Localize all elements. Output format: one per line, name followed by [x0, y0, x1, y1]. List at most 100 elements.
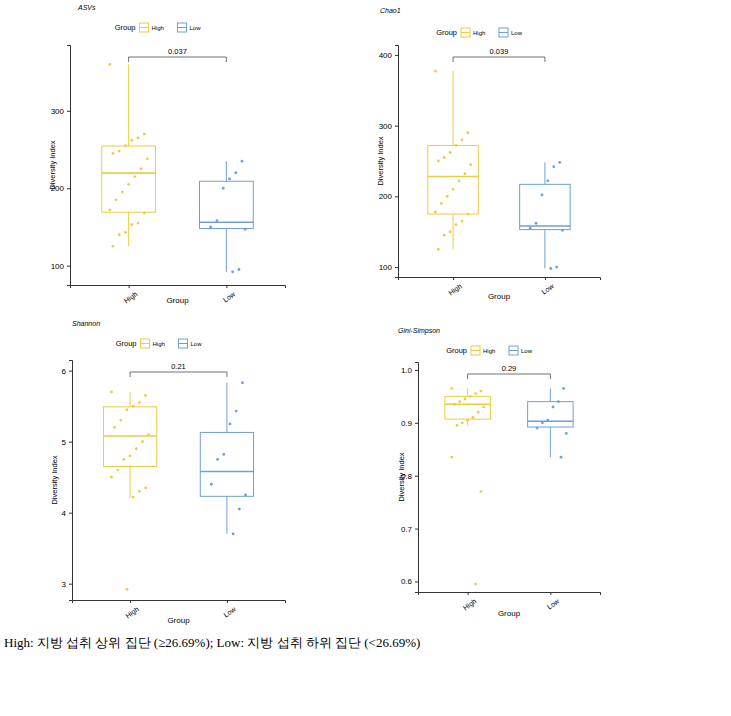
- point: [552, 406, 555, 409]
- plot-area: 3456HighLow0.21: [62, 361, 286, 621]
- y-tick: 4: [62, 509, 72, 518]
- y-tick: 0.6: [401, 577, 418, 586]
- x-tick-label: High: [447, 282, 463, 297]
- x-tick-label: High: [462, 597, 478, 612]
- legend-label: High: [153, 341, 165, 347]
- significance-bracket: 0.037: [129, 47, 227, 62]
- point: [140, 167, 143, 170]
- point: [466, 131, 469, 134]
- marks: [102, 63, 253, 273]
- x-tick-mark: [227, 600, 228, 603]
- point: [461, 421, 464, 424]
- point: [110, 476, 113, 479]
- point: [222, 187, 225, 190]
- x-tick: High: [447, 277, 463, 297]
- box-group: [445, 387, 491, 585]
- x-axis-line: [73, 601, 286, 604]
- median: [200, 471, 253, 473]
- x-tick: Low: [222, 600, 237, 619]
- chart-title: ASVs: [77, 4, 96, 11]
- y-tick-mark: [415, 476, 418, 477]
- point: [464, 398, 467, 401]
- point: [453, 403, 456, 406]
- point: [124, 144, 127, 147]
- x-tick-mark: [453, 277, 454, 280]
- x-tick: High: [123, 285, 139, 305]
- legend-key: [178, 23, 187, 32]
- y-tick: 100: [51, 262, 70, 271]
- x-tick-mark: [545, 277, 546, 280]
- legend-title: Group: [115, 23, 136, 32]
- legend-title: Group: [116, 339, 137, 348]
- y-tick-label: 1.0: [401, 366, 413, 375]
- point: [463, 172, 466, 175]
- box: [520, 184, 571, 229]
- point: [552, 165, 555, 168]
- point: [437, 248, 440, 251]
- legend-key-median: [179, 343, 188, 344]
- point: [437, 160, 440, 163]
- point: [138, 401, 141, 404]
- x-axis-title: Group: [166, 296, 189, 305]
- y-tick-label: 6: [62, 367, 67, 376]
- y-tick-mark: [415, 581, 418, 582]
- y-tick: 300: [379, 122, 398, 131]
- y-tick-label: 300: [51, 107, 65, 116]
- point: [452, 188, 455, 191]
- point: [238, 268, 241, 271]
- legend-label: Low: [511, 30, 523, 36]
- y-axis-title: Diversity Index: [50, 455, 59, 504]
- box: [199, 181, 253, 228]
- box-group: [520, 161, 571, 270]
- point: [558, 161, 561, 164]
- panel: 3456HighLow0.21ShannonGroupDiversity Ind…: [50, 320, 286, 625]
- point: [235, 410, 238, 413]
- point: [529, 227, 532, 230]
- point: [116, 469, 119, 472]
- bracket-line: [129, 57, 227, 62]
- point: [443, 234, 446, 237]
- legend-label: Low: [191, 341, 203, 347]
- x-axis-line: [419, 593, 601, 596]
- x-axis-line: [71, 286, 286, 289]
- point: [546, 179, 549, 182]
- point: [480, 490, 483, 493]
- legend-key: [179, 339, 188, 348]
- y-tick-label: 100: [51, 262, 65, 271]
- point: [472, 416, 475, 419]
- legend-title: Group: [446, 346, 467, 355]
- point: [469, 395, 472, 398]
- point: [119, 419, 122, 422]
- y-tick-mark: [395, 126, 398, 127]
- legend-label: Low: [521, 348, 533, 354]
- box-group: [200, 381, 253, 535]
- point: [129, 454, 132, 457]
- point: [461, 138, 464, 141]
- y-tick-mark: [415, 370, 418, 371]
- legend-key-median: [499, 32, 508, 33]
- median: [445, 403, 491, 405]
- y-tick-label: 0.7: [401, 525, 413, 534]
- point: [477, 411, 480, 414]
- point: [209, 226, 212, 229]
- box: [103, 407, 156, 467]
- legend: GroupHighLow: [115, 23, 202, 32]
- point: [458, 400, 461, 403]
- x-tick: Low: [546, 592, 561, 611]
- box: [200, 432, 253, 496]
- point: [461, 220, 464, 223]
- point: [455, 144, 458, 147]
- y-tick-label: 200: [379, 192, 393, 201]
- point: [557, 400, 560, 403]
- y-axis-title: Diversity Index: [48, 140, 57, 189]
- y-tick-label: 0.9: [401, 419, 413, 428]
- x-tick-mark: [468, 592, 469, 595]
- legend-item: High: [471, 346, 495, 355]
- legend-key: [509, 346, 518, 355]
- x-tick: Low: [540, 277, 555, 296]
- point: [466, 419, 469, 422]
- plot-area: 100200300HighLow0.037: [51, 46, 286, 306]
- legend-item: High: [461, 28, 485, 37]
- point: [546, 419, 549, 422]
- y-tick-label: 0.6: [401, 577, 413, 586]
